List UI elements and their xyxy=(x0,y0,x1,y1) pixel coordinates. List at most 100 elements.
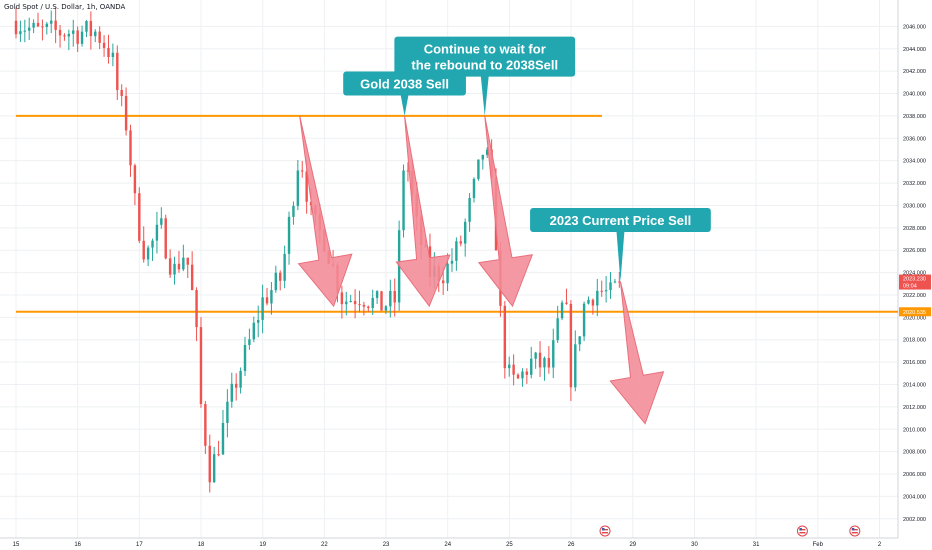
candle-body xyxy=(212,454,216,483)
candle-body xyxy=(353,300,357,305)
candle-body xyxy=(516,374,520,379)
candle-body xyxy=(67,33,71,37)
candle-body xyxy=(41,26,44,28)
candle-body xyxy=(485,149,489,155)
candle-body xyxy=(155,224,159,241)
candle-body xyxy=(173,263,176,275)
candle-body xyxy=(301,170,304,172)
flag-stripe xyxy=(602,529,609,531)
sell-arrow[interactable] xyxy=(395,115,451,308)
candle-body xyxy=(543,358,546,368)
candle-body xyxy=(274,272,278,291)
flag-stripe xyxy=(851,529,858,531)
candle-body xyxy=(186,257,189,265)
time-tick-label: Feb xyxy=(813,542,824,548)
candle-body xyxy=(85,20,88,32)
candle-body xyxy=(345,301,348,305)
time-tick-label: 29 xyxy=(629,542,636,548)
price-tick-label: 2036.000 xyxy=(903,136,926,142)
candle-body xyxy=(367,306,370,309)
us-flag-event-icon[interactable] xyxy=(849,525,861,537)
candle-body xyxy=(459,241,462,244)
candle-body xyxy=(283,253,286,281)
candle-body xyxy=(596,290,599,306)
candle-body xyxy=(256,319,260,323)
candle-body xyxy=(503,305,507,369)
callout-pointer xyxy=(616,230,625,282)
time-tick-label: 16 xyxy=(74,542,81,548)
price-tick-label: 2020.000 xyxy=(903,315,926,321)
candle-body xyxy=(380,291,383,311)
candle-body xyxy=(72,30,75,34)
us-flag-event-icon[interactable] xyxy=(599,525,611,537)
candle-body xyxy=(578,336,581,345)
price-tick-label: 2012.000 xyxy=(903,405,926,411)
level-price-badge xyxy=(899,307,931,317)
candle-body xyxy=(102,42,106,48)
candle-body xyxy=(50,20,53,24)
callout-box[interactable] xyxy=(343,71,466,96)
us-flag-event-icon[interactable] xyxy=(796,525,808,537)
candle-body xyxy=(14,20,18,35)
candle-body xyxy=(89,20,93,37)
sell-arrow[interactable] xyxy=(477,115,534,308)
candle-body xyxy=(618,281,621,283)
price-tick-label: 2040.000 xyxy=(903,92,926,98)
callout-box[interactable] xyxy=(530,207,711,232)
price-tick-label: 2018.000 xyxy=(903,338,926,344)
candle-body xyxy=(54,20,57,30)
candle-body xyxy=(292,205,295,217)
candle-body xyxy=(547,358,551,368)
candle-body xyxy=(80,31,84,44)
price-tick-label: 2044.000 xyxy=(903,47,926,53)
candle-body xyxy=(36,22,40,27)
time-tick-label: 25 xyxy=(506,542,513,548)
time-tick-label: 30 xyxy=(691,542,698,548)
candle-body xyxy=(450,260,454,264)
candle-body xyxy=(146,247,150,260)
candle-body xyxy=(591,299,595,306)
candle-body xyxy=(195,290,198,328)
callout-text: Gold 2038 Sell xyxy=(360,76,449,91)
candle-body xyxy=(565,302,568,304)
candle-body xyxy=(208,445,211,483)
candle-body xyxy=(182,257,185,270)
candle-body xyxy=(613,281,617,283)
candle-body xyxy=(582,303,586,337)
price-tick-label: 2046.000 xyxy=(903,24,926,30)
candle-body xyxy=(441,280,445,284)
candle-body xyxy=(28,27,31,31)
candle-body xyxy=(252,322,256,340)
candle-body xyxy=(393,290,396,303)
candle-body xyxy=(604,290,608,292)
callout-box[interactable] xyxy=(394,36,576,77)
candle-body xyxy=(569,303,573,388)
candle-body xyxy=(133,165,137,194)
callout-text: 2023 Current Price Sell xyxy=(550,213,692,228)
price-tick-label: 2004.000 xyxy=(903,494,926,500)
sell-arrow[interactable] xyxy=(297,115,353,308)
sell-arrow[interactable] xyxy=(609,281,665,425)
candle-body xyxy=(525,371,529,375)
price-tick-label: 2016.000 xyxy=(903,360,926,366)
price-tick-label: 2028.000 xyxy=(903,226,926,232)
symbol-title: Gold Spot / U.S. Dollar, 1h, OANDA xyxy=(4,3,126,11)
candle-body xyxy=(349,300,352,302)
candle-body xyxy=(265,297,269,304)
candle-body xyxy=(168,258,172,275)
candle-body xyxy=(587,299,590,304)
price-tick-label: 2006.000 xyxy=(903,472,926,478)
candle-body xyxy=(142,240,145,260)
candle-body xyxy=(19,31,22,35)
candle-body xyxy=(609,282,612,291)
candle-body xyxy=(472,178,476,199)
price-tick-label: 2026.000 xyxy=(903,248,926,254)
flag-stripe xyxy=(602,532,609,534)
candle-body xyxy=(371,297,374,309)
price-tick-label: 2038.000 xyxy=(903,114,926,120)
candle-body xyxy=(76,30,79,44)
flag-stripe xyxy=(799,529,806,531)
price-tick-label: 2022.000 xyxy=(903,293,926,299)
candle-body xyxy=(94,31,97,37)
